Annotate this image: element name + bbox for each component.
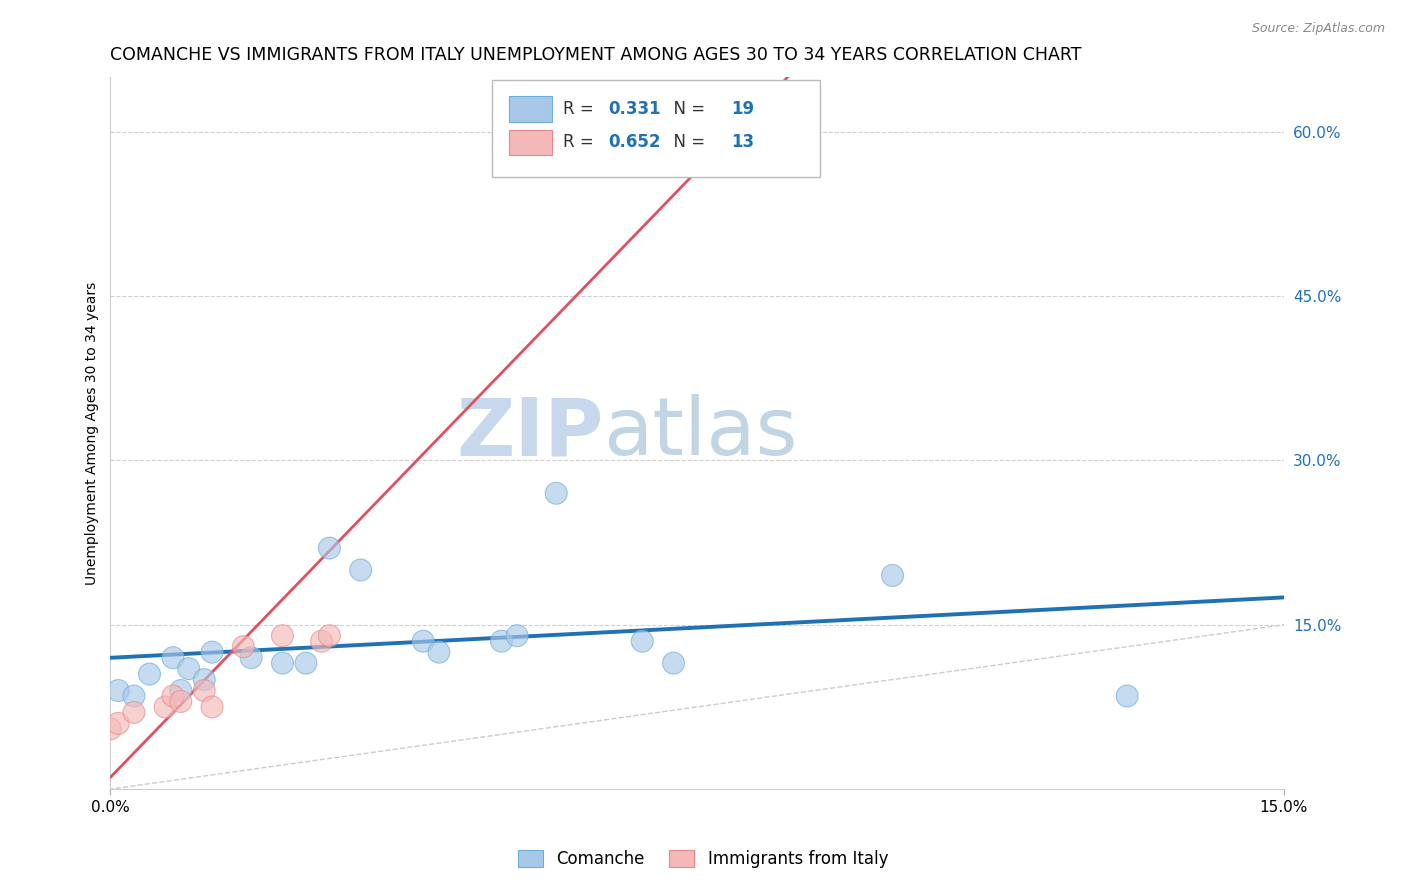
Ellipse shape xyxy=(1116,685,1137,707)
Ellipse shape xyxy=(271,652,294,674)
Ellipse shape xyxy=(193,680,215,701)
Ellipse shape xyxy=(122,701,145,723)
Ellipse shape xyxy=(107,713,129,734)
Ellipse shape xyxy=(201,641,224,663)
Ellipse shape xyxy=(177,657,200,680)
Ellipse shape xyxy=(506,624,529,647)
Ellipse shape xyxy=(122,685,145,707)
Ellipse shape xyxy=(295,652,316,674)
Ellipse shape xyxy=(631,631,654,652)
Ellipse shape xyxy=(427,641,450,663)
Ellipse shape xyxy=(201,696,224,718)
Ellipse shape xyxy=(318,624,340,647)
Ellipse shape xyxy=(170,690,191,713)
Text: N =: N = xyxy=(664,134,710,152)
Text: COMANCHE VS IMMIGRANTS FROM ITALY UNEMPLOYMENT AMONG AGES 30 TO 34 YEARS CORRELA: COMANCHE VS IMMIGRANTS FROM ITALY UNEMPL… xyxy=(111,46,1081,64)
Legend: Comanche, Immigrants from Italy: Comanche, Immigrants from Italy xyxy=(510,843,896,875)
FancyBboxPatch shape xyxy=(509,96,551,122)
Ellipse shape xyxy=(155,696,176,718)
Text: ZIP: ZIP xyxy=(456,394,603,472)
Ellipse shape xyxy=(350,559,371,581)
Text: Source: ZipAtlas.com: Source: ZipAtlas.com xyxy=(1251,22,1385,36)
Ellipse shape xyxy=(412,631,434,652)
Ellipse shape xyxy=(170,680,191,701)
Ellipse shape xyxy=(162,685,184,707)
Ellipse shape xyxy=(162,647,184,669)
FancyBboxPatch shape xyxy=(492,80,820,177)
Ellipse shape xyxy=(311,631,333,652)
Text: R =: R = xyxy=(564,134,599,152)
Ellipse shape xyxy=(662,652,685,674)
Text: atlas: atlas xyxy=(603,394,797,472)
Ellipse shape xyxy=(240,647,262,669)
Ellipse shape xyxy=(607,153,630,176)
Text: 13: 13 xyxy=(731,134,754,152)
Ellipse shape xyxy=(193,669,215,690)
Ellipse shape xyxy=(232,636,254,657)
Ellipse shape xyxy=(107,680,129,701)
Ellipse shape xyxy=(100,718,121,739)
Text: 0.331: 0.331 xyxy=(607,100,661,118)
Text: R =: R = xyxy=(564,100,599,118)
Ellipse shape xyxy=(318,537,340,559)
FancyBboxPatch shape xyxy=(509,129,551,155)
Ellipse shape xyxy=(139,663,160,685)
Text: 0.652: 0.652 xyxy=(607,134,661,152)
Ellipse shape xyxy=(491,631,512,652)
Ellipse shape xyxy=(271,624,294,647)
Text: 19: 19 xyxy=(731,100,754,118)
Ellipse shape xyxy=(546,483,567,504)
Ellipse shape xyxy=(882,565,904,586)
Y-axis label: Unemployment Among Ages 30 to 34 years: Unemployment Among Ages 30 to 34 years xyxy=(86,281,100,584)
Text: N =: N = xyxy=(664,100,710,118)
